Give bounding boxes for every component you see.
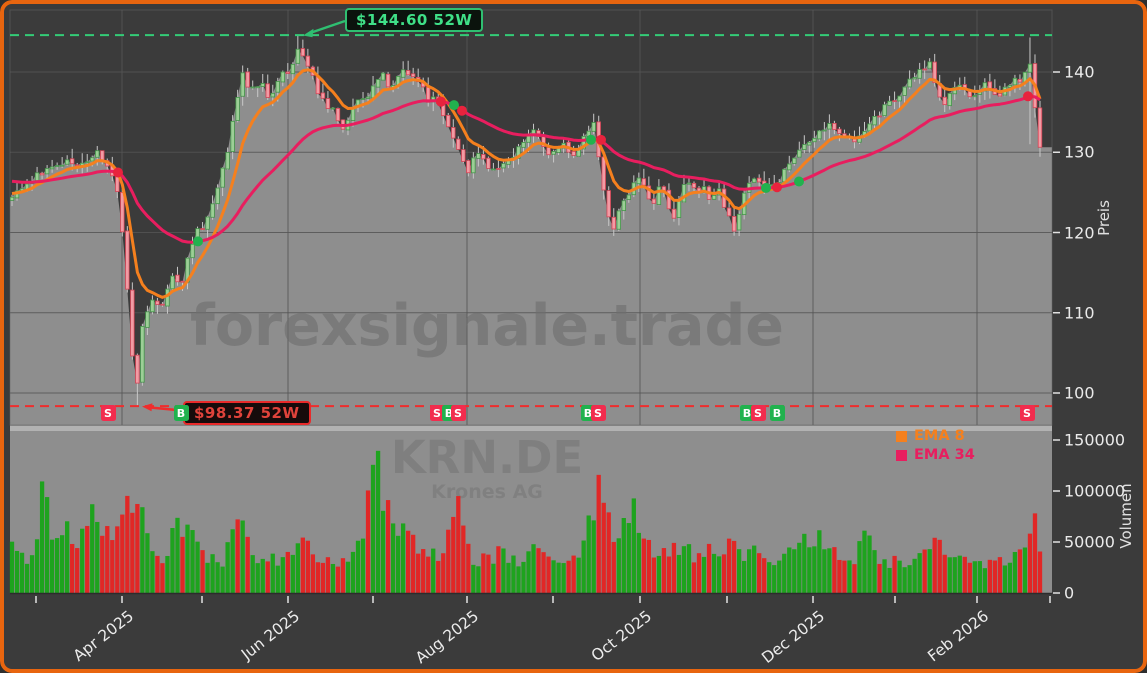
signal-dots [113,91,1033,247]
buy-signal-badge: B [769,405,785,421]
price-tick-label: 130 [1064,142,1095,162]
volume-tick-label: 0 [1064,583,1075,603]
buy-signal-badge: B [173,405,189,421]
sell-signal-badge: S [1019,405,1035,421]
price-area-fill [10,49,1052,425]
sell-signal-badge: S [429,405,445,421]
watermark-symbol-name: Krones AG [431,481,543,503]
price-axis-title: Preis [1095,200,1113,236]
volume-tick-label: 50000 [1064,532,1115,552]
volume-tick-label: 100000 [1064,481,1126,501]
sell-signal-badge: S [100,405,116,421]
price-tick-label: 140 [1064,62,1095,82]
sell-signal-badge: S [590,405,606,421]
ema34-swatch [896,449,907,461]
price-tick-label: 120 [1064,223,1095,242]
price-tick-label: 100 [1064,383,1095,403]
axis-ticks [35,71,1060,603]
ema-legend: EMA 8 EMA 34 [896,428,975,466]
ema34-label: EMA 34 [914,447,975,463]
legend-ema-slow: EMA 34 [896,447,975,463]
volume-bars [9,450,1052,595]
52w-low-label: $98.37 52W [183,401,311,425]
legend-ema-fast: EMA 8 [896,428,975,444]
price-tick-label: 110 [1064,303,1095,323]
volume-tick-label: 150000 [1064,430,1126,450]
ema8-label: EMA 8 [914,428,965,444]
watermark-symbol: KRN.DE [391,431,583,484]
sell-signal-badge: S [750,405,766,421]
watermark-site: forexsignale.trade [190,293,784,359]
sell-signal-badge: S [450,405,466,421]
ema-lines [11,68,1042,299]
ema8-swatch [896,430,907,442]
52w-high-label: $144.60 52W [345,8,484,32]
